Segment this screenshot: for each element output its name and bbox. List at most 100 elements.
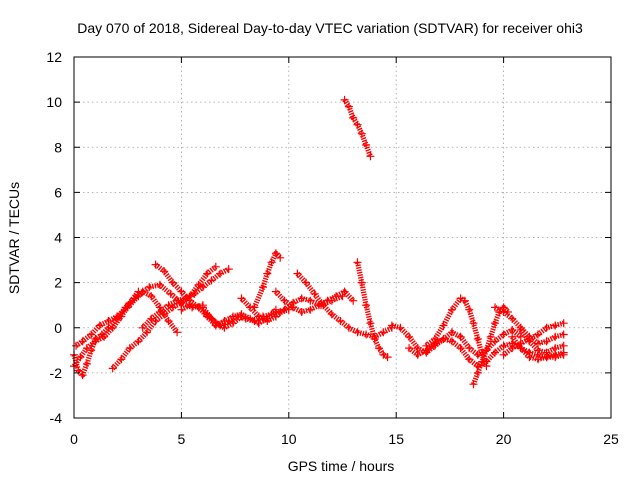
data-point [289, 303, 298, 312]
data-point [224, 317, 233, 325]
data-point [155, 308, 164, 316]
data-point [422, 341, 431, 350]
data-point [259, 283, 267, 292]
data-series [70, 95, 568, 389]
data-point [349, 113, 358, 122]
data-point [456, 344, 465, 353]
data-point [147, 314, 156, 323]
x-tick-label: 25 [603, 431, 619, 447]
data-point [340, 95, 349, 104]
data-point [104, 317, 113, 325]
series-track-15 [387, 321, 525, 359]
data-point [491, 337, 499, 346]
data-point [559, 319, 568, 328]
data-point [108, 364, 117, 373]
data-point [117, 355, 126, 364]
data-point [78, 337, 87, 346]
data-point [357, 278, 366, 287]
data-point [186, 301, 194, 310]
data-point [164, 301, 173, 310]
data-point [379, 328, 388, 337]
data-point [151, 260, 160, 269]
data-point [173, 296, 182, 305]
data-point [491, 319, 499, 328]
data-point [482, 362, 491, 371]
data-point [460, 296, 469, 305]
data-point [302, 278, 310, 287]
data-point [491, 348, 499, 357]
data-point [482, 346, 491, 355]
x-axis-label: GPS time / hours [288, 458, 395, 474]
data-point [134, 337, 143, 346]
data-point [76, 353, 85, 362]
data-point [559, 341, 568, 350]
data-point [357, 129, 366, 138]
data-point [448, 328, 456, 337]
x-tick-label: 15 [388, 431, 404, 447]
data-point [465, 344, 474, 353]
data-point [508, 314, 517, 323]
data-point [551, 353, 560, 362]
y-tick-label: 10 [46, 94, 62, 110]
series-track-21 [516, 326, 568, 357]
data-point [542, 323, 551, 332]
series-line [274, 289, 356, 315]
y-tick-label: 2 [54, 275, 62, 291]
data-point [349, 296, 358, 305]
data-point [82, 359, 91, 368]
data-point [439, 321, 448, 330]
data-point [362, 330, 371, 339]
data-point [134, 287, 143, 296]
data-point [87, 330, 96, 339]
data-point [155, 280, 164, 289]
data-point [263, 269, 272, 278]
data-point [166, 289, 175, 298]
y-tick-label: 0 [54, 320, 62, 336]
data-point [168, 278, 177, 287]
data-point [297, 308, 306, 316]
data-point [383, 353, 392, 362]
plot-frame [73, 56, 612, 419]
data-point [551, 321, 560, 330]
data-point [559, 350, 568, 359]
data-point [241, 314, 250, 323]
y-tick-label: 6 [54, 184, 62, 200]
data-point [319, 301, 328, 310]
grid-lines [74, 57, 611, 418]
x-tick-label: 5 [178, 431, 186, 447]
x-tick-label: 10 [281, 431, 297, 447]
series-line [518, 328, 565, 356]
y-tick-label: 4 [54, 230, 62, 246]
data-point [263, 317, 272, 325]
data-point [353, 258, 362, 267]
data-point [534, 330, 542, 339]
data-point [405, 344, 414, 353]
data-point [125, 298, 134, 307]
data-point [254, 312, 263, 321]
data-point [534, 339, 542, 348]
data-point [147, 292, 156, 301]
data-point [117, 312, 126, 321]
data-point [499, 330, 508, 339]
data-point [250, 317, 259, 325]
data-point [469, 319, 478, 328]
y-tick-labels: -4 -2 0 2 4 6 8 10 12 [46, 49, 62, 426]
data-point [542, 353, 551, 362]
data-point [173, 328, 182, 337]
data-point [271, 249, 280, 258]
y-tick-label: -4 [50, 410, 63, 426]
data-point [551, 332, 560, 341]
data-point [499, 341, 508, 350]
series-line [252, 250, 283, 309]
data-point [508, 326, 517, 334]
data-point [439, 335, 448, 343]
x-tick-label: 20 [496, 431, 512, 447]
data-point [233, 312, 242, 321]
data-point [340, 287, 349, 296]
data-point [250, 303, 259, 312]
data-point [323, 296, 332, 305]
data-point [534, 355, 542, 364]
data-point [143, 328, 151, 337]
data-point [82, 344, 91, 353]
x-tick-labels: 0 5 10 15 20 25 [70, 431, 619, 447]
